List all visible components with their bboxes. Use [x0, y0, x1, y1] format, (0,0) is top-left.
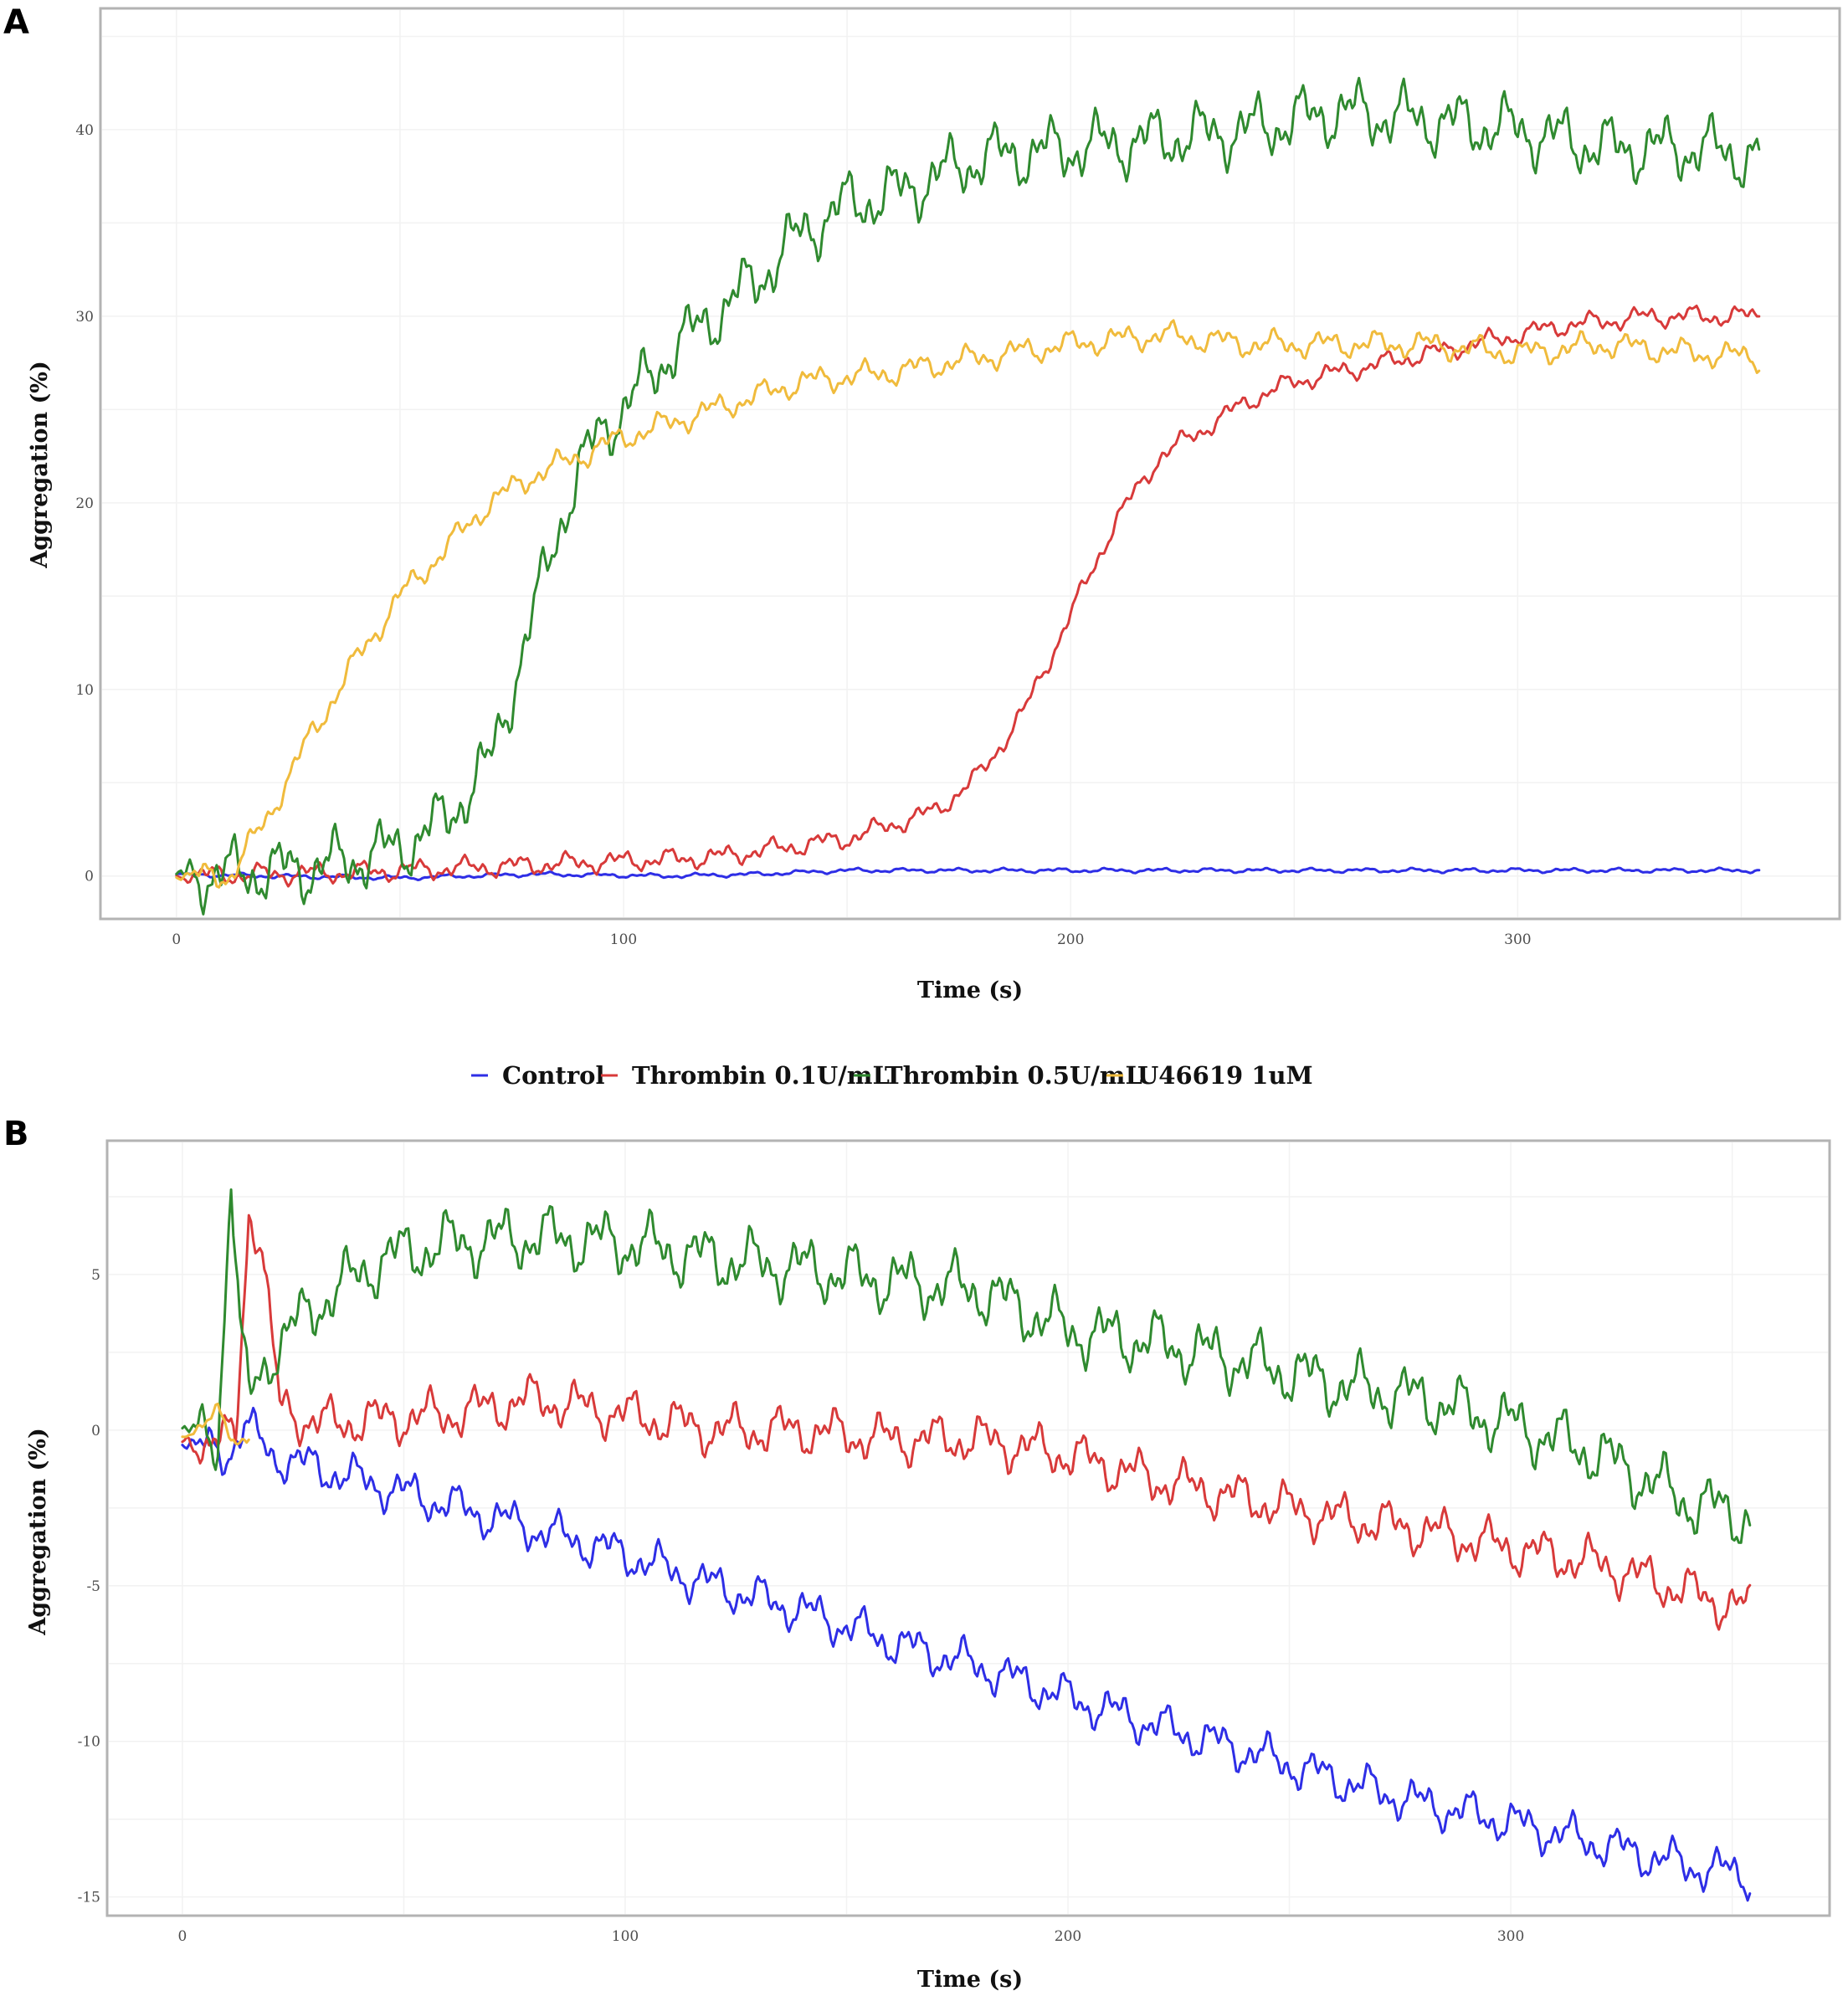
panel-a-x-tick-label: 200	[1057, 931, 1084, 948]
panel-b-x-tick-label: 100	[612, 1928, 639, 1945]
panel-a-x-axis-title: Time (s)	[917, 977, 1023, 1003]
panel-label-b: B	[3, 1115, 29, 1153]
panel-b-x-tick-label: 0	[178, 1928, 187, 1945]
panel-a-series-thrombin-0-5u-ml	[175, 76, 1761, 916]
panel-a-y-tick-label: 30	[75, 309, 94, 326]
panel-b-x-tick-label: 200	[1055, 1928, 1081, 1945]
panel-a-y-tick-label: 40	[75, 122, 94, 139]
legend: Control Thrombin 0.1U/mL Thrombin 0.5U/m…	[471, 1061, 1313, 1090]
panel-a-series	[175, 76, 1761, 916]
legend-label-control: Control	[502, 1061, 605, 1090]
panel-a-y-tick-label: 20	[75, 495, 94, 512]
panel-b-y-tick-label: -10	[78, 1734, 100, 1751]
panel-a-series-u46619-1um	[175, 319, 1761, 889]
panel-a-x-tick-label: 0	[172, 931, 181, 948]
panel-a-series-thrombin-0-1u-ml	[175, 305, 1761, 888]
panel-b-y-tick-label: -5	[86, 1578, 100, 1595]
panel-label-a: A	[3, 3, 29, 42]
legend-label-thrombin-0.5: Thrombin 0.5U/mL	[885, 1061, 1142, 1090]
panel-b-series-thrombin-0-1u-ml	[181, 1214, 1752, 1631]
panel-a-y-axis-title: Aggregation (%)	[27, 361, 53, 568]
panel-b-y-tick-label: -15	[78, 1890, 100, 1906]
panel-a-series-control	[175, 866, 1761, 881]
panel-b-ticks: 0 100 200 300 -15 -10 -5 0 5	[78, 1267, 1525, 1945]
panel-b-series	[181, 1188, 1752, 1902]
panel-b-series-u46619-1um	[181, 1402, 250, 1446]
panel-b-x-axis-title: Time (s)	[917, 1967, 1023, 1993]
panel-b-chart: 0 100 200 300 -15 -10 -5 0 5	[78, 1139, 1831, 1945]
panel-a-x-tick-label: 300	[1504, 931, 1531, 948]
panel-b-y-tick-label: 0	[91, 1423, 100, 1439]
panel-b-y-tick-label: 5	[91, 1267, 100, 1284]
panel-a-chart: 0 100 200 300 0 10 20 30 40	[75, 7, 1841, 948]
panel-a-y-tick-label: 0	[85, 869, 94, 885]
panel-a-x-tick-label: 100	[610, 931, 637, 948]
panel-b-frame	[105, 1139, 1831, 1917]
panel-b-x-tick-label: 300	[1497, 1928, 1524, 1945]
panel-a-ticks: 0 100 200 300 0 10 20 30 40	[75, 122, 1531, 948]
panel-a-y-tick-label: 10	[75, 682, 94, 699]
legend-label-u46619: U46619 1uM	[1137, 1061, 1313, 1090]
panel-b-gridlines	[109, 1142, 1828, 1914]
legend-label-thrombin-0.1: Thrombin 0.1U/mL	[632, 1061, 890, 1090]
panel-b-y-axis-title: Aggregation (%)	[25, 1428, 51, 1635]
panel-b-series-thrombin-0-5u-ml	[181, 1188, 1752, 1544]
panel-b-series-control	[181, 1406, 1752, 1902]
panel-a-frame	[99, 7, 1841, 921]
